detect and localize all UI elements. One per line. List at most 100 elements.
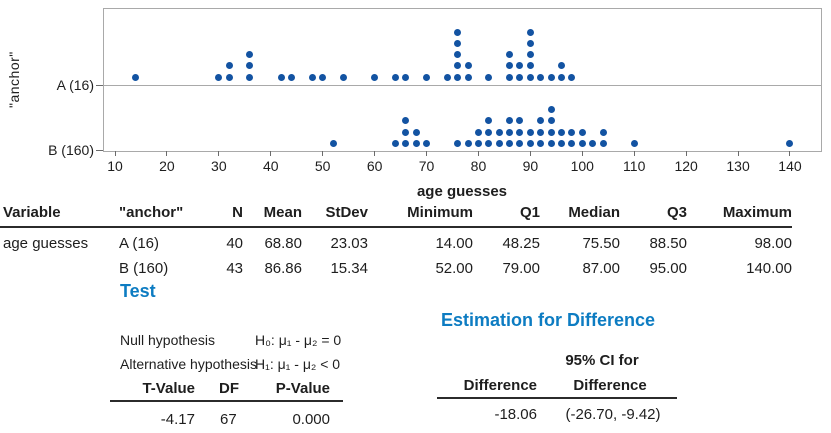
- data-dot: [464, 73, 472, 81]
- data-dot: [215, 73, 223, 81]
- x-tick-mark: [529, 151, 531, 156]
- data-dot: [516, 62, 524, 70]
- x-tick-label: 120: [674, 158, 698, 174]
- difference-header: Difference: [463, 377, 537, 394]
- x-tick-label: 110: [623, 158, 646, 174]
- data-dot: [412, 139, 420, 147]
- data-dot: [485, 139, 493, 147]
- data-dot: [402, 139, 410, 147]
- data-dot: [516, 139, 524, 147]
- data-dot: [558, 128, 566, 136]
- stats-column-header: "anchor": [119, 204, 184, 221]
- p-value-header: P-Value: [275, 380, 330, 397]
- data-dot: [464, 62, 472, 70]
- data-dot: [537, 139, 545, 147]
- stats-column-header: Median: [568, 204, 620, 221]
- data-dot: [391, 139, 399, 147]
- stats-table-cell: 140.00: [746, 260, 792, 277]
- stats-column-header: Variable: [3, 204, 61, 221]
- data-dot: [454, 39, 462, 47]
- null-hypothesis-label: Null hypothesis: [120, 332, 215, 348]
- data-dot: [568, 139, 576, 147]
- x-tick-label: 10: [107, 158, 123, 174]
- plot-frame: [103, 8, 822, 152]
- x-tick-label: 140: [778, 158, 802, 174]
- data-dot: [464, 139, 472, 147]
- test-table-rule: [110, 400, 343, 402]
- x-tick-mark: [633, 151, 635, 156]
- t-value: -4.17: [160, 411, 195, 428]
- data-dot: [474, 139, 482, 147]
- stats-column-header: Q3: [666, 204, 687, 221]
- x-tick-mark: [166, 151, 168, 156]
- data-dot: [558, 139, 566, 147]
- t-value-header: T-Value: [142, 380, 195, 397]
- x-tick-mark: [581, 151, 583, 156]
- data-dot: [485, 73, 493, 81]
- x-tick-mark: [270, 151, 272, 156]
- data-dot: [225, 62, 233, 70]
- stats-table-row: B (160) 43 86.86 15.34 52.00 79.00 87.00 95.00 1…: [0, 253, 792, 278]
- data-dot: [288, 73, 296, 81]
- x-tick-mark: [322, 151, 324, 156]
- data-dot: [786, 139, 794, 147]
- stats-table-cell: 75.50: [582, 235, 620, 252]
- x-tick-label: 30: [211, 158, 227, 174]
- stats-table-cell: age guesses: [3, 235, 89, 252]
- data-dot: [308, 73, 316, 81]
- stats-table-cell: 43: [226, 260, 243, 277]
- y-axis-label: "anchor": [6, 51, 22, 109]
- stats-table-cell: 79.00: [502, 260, 540, 277]
- category-line-a: [103, 85, 822, 86]
- data-dot: [526, 62, 534, 70]
- descriptive-statistics-table: Variable "anchor" N Mean StDev Minimum Q1 Media…: [0, 204, 792, 278]
- data-dot: [485, 128, 493, 136]
- stats-table-cell: 40: [226, 235, 243, 252]
- data-dot: [454, 73, 462, 81]
- data-dot: [589, 139, 597, 147]
- data-dot: [537, 73, 545, 81]
- data-dot: [506, 117, 514, 125]
- stats-table-cell: 86.86: [264, 260, 302, 277]
- data-dot: [506, 51, 514, 59]
- stats-column-header: Mean: [263, 204, 302, 221]
- x-tick-mark: [737, 151, 739, 156]
- x-tick-mark: [789, 151, 791, 156]
- stats-column-header: Maximum: [722, 204, 792, 221]
- data-dot: [371, 73, 379, 81]
- category-label-b: B (160): [48, 142, 94, 158]
- data-dot: [506, 128, 514, 136]
- data-dot: [568, 128, 576, 136]
- ci-difference-header: Difference: [573, 377, 647, 394]
- stats-table-cell: 98.00: [754, 235, 792, 252]
- data-dot: [547, 106, 555, 113]
- data-dot: [537, 128, 545, 136]
- data-dot: [599, 139, 607, 147]
- x-tick-label: 70: [418, 158, 435, 174]
- data-dot: [391, 73, 399, 81]
- data-dot: [329, 139, 337, 147]
- data-dot: [558, 73, 566, 81]
- stats-table-cell: B (160): [119, 260, 169, 277]
- stats-table-cell: 68.80: [264, 235, 302, 252]
- data-dot: [506, 73, 514, 81]
- difference-value: -18.06: [494, 406, 537, 423]
- data-dot: [402, 73, 410, 81]
- data-dot: [526, 73, 534, 81]
- x-tick-mark: [685, 151, 687, 156]
- data-dot: [402, 117, 410, 125]
- estimation-table-rule: [437, 397, 677, 399]
- null-hypothesis-formula: H₀: μ₁ - μ₂ = 0: [255, 332, 342, 348]
- ci-group-header: 95% CI for: [565, 352, 639, 369]
- data-dot: [495, 139, 503, 147]
- data-dot: [319, 73, 327, 81]
- data-dot: [246, 51, 254, 59]
- data-dot: [506, 62, 514, 70]
- data-dot: [246, 73, 254, 81]
- data-dot: [558, 62, 566, 70]
- data-dot: [225, 73, 233, 81]
- data-dot: [506, 139, 514, 147]
- x-tick-mark: [218, 151, 220, 156]
- test-section-title: Test: [120, 281, 156, 301]
